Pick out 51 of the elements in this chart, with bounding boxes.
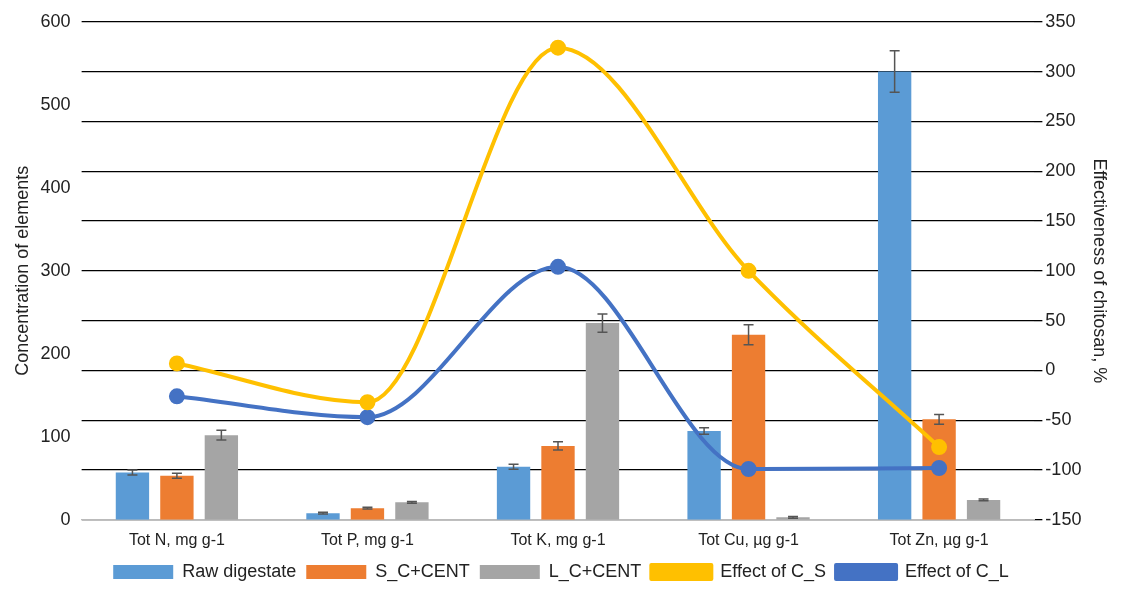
- y-axis-title: Concentration of elements: [11, 165, 32, 376]
- y2-tick-label: 150: [1045, 209, 1076, 230]
- point: [931, 439, 948, 456]
- bar: [204, 435, 239, 520]
- legend-label: L_C+CENT: [548, 560, 642, 582]
- y2-tick-label: 50: [1045, 309, 1066, 330]
- legend-label: Effect of C_L: [905, 560, 1009, 582]
- point: [740, 262, 757, 279]
- y-tick-label: 100: [40, 425, 71, 446]
- point: [740, 461, 757, 477]
- legend-label: Raw digestate: [182, 560, 297, 581]
- point: [359, 394, 376, 411]
- point: [931, 460, 948, 477]
- y-tick-label: 400: [40, 176, 71, 197]
- point: [359, 409, 376, 426]
- y-tick-label: 200: [40, 342, 71, 363]
- point: [168, 388, 185, 405]
- bar: [496, 466, 531, 520]
- y2-axis-title: Effectiveness of chitosan, %: [1090, 158, 1111, 384]
- x-tick-label: Tot N, mg g-1: [128, 530, 226, 548]
- x-tick-label: Tot Zn, µg g-1: [889, 530, 989, 548]
- bar: [966, 499, 1001, 520]
- x-tick-label: Tot P, mg g-1: [320, 530, 415, 548]
- bar: [687, 430, 721, 520]
- bar: [160, 475, 194, 520]
- y-tick-label: 600: [40, 10, 71, 31]
- y2-tick-label: -100: [1045, 458, 1082, 479]
- point: [550, 39, 566, 56]
- point: [550, 258, 566, 275]
- y-tick-label: 0: [60, 508, 71, 529]
- legend-label: S_C+CENT: [375, 560, 470, 582]
- y2-tick-label: 0: [1045, 359, 1056, 380]
- x-tick-label: Tot Cu, µg g-1: [698, 530, 800, 548]
- bar: [877, 71, 912, 520]
- legend-label: Effect of C_S: [720, 560, 827, 582]
- x-tick-label: Tot K, mg g-1: [510, 530, 606, 548]
- point: [168, 355, 185, 372]
- y2-tick-label: 300: [1045, 60, 1076, 81]
- bar: [585, 323, 620, 520]
- y2-tick-label: -150: [1045, 508, 1082, 529]
- y-tick-label: 300: [40, 259, 71, 280]
- y2-tick-label: -50: [1045, 409, 1072, 430]
- bar: [541, 445, 575, 520]
- y2-tick-label: 350: [1045, 10, 1076, 31]
- bar: [115, 472, 150, 520]
- y2-tick-label: 250: [1045, 110, 1076, 131]
- y2-tick-label: 100: [1045, 259, 1076, 280]
- bar: [395, 502, 429, 520]
- bar: [731, 334, 766, 520]
- y2-tick-label: 200: [1045, 160, 1076, 181]
- y-tick-label: 500: [40, 93, 71, 114]
